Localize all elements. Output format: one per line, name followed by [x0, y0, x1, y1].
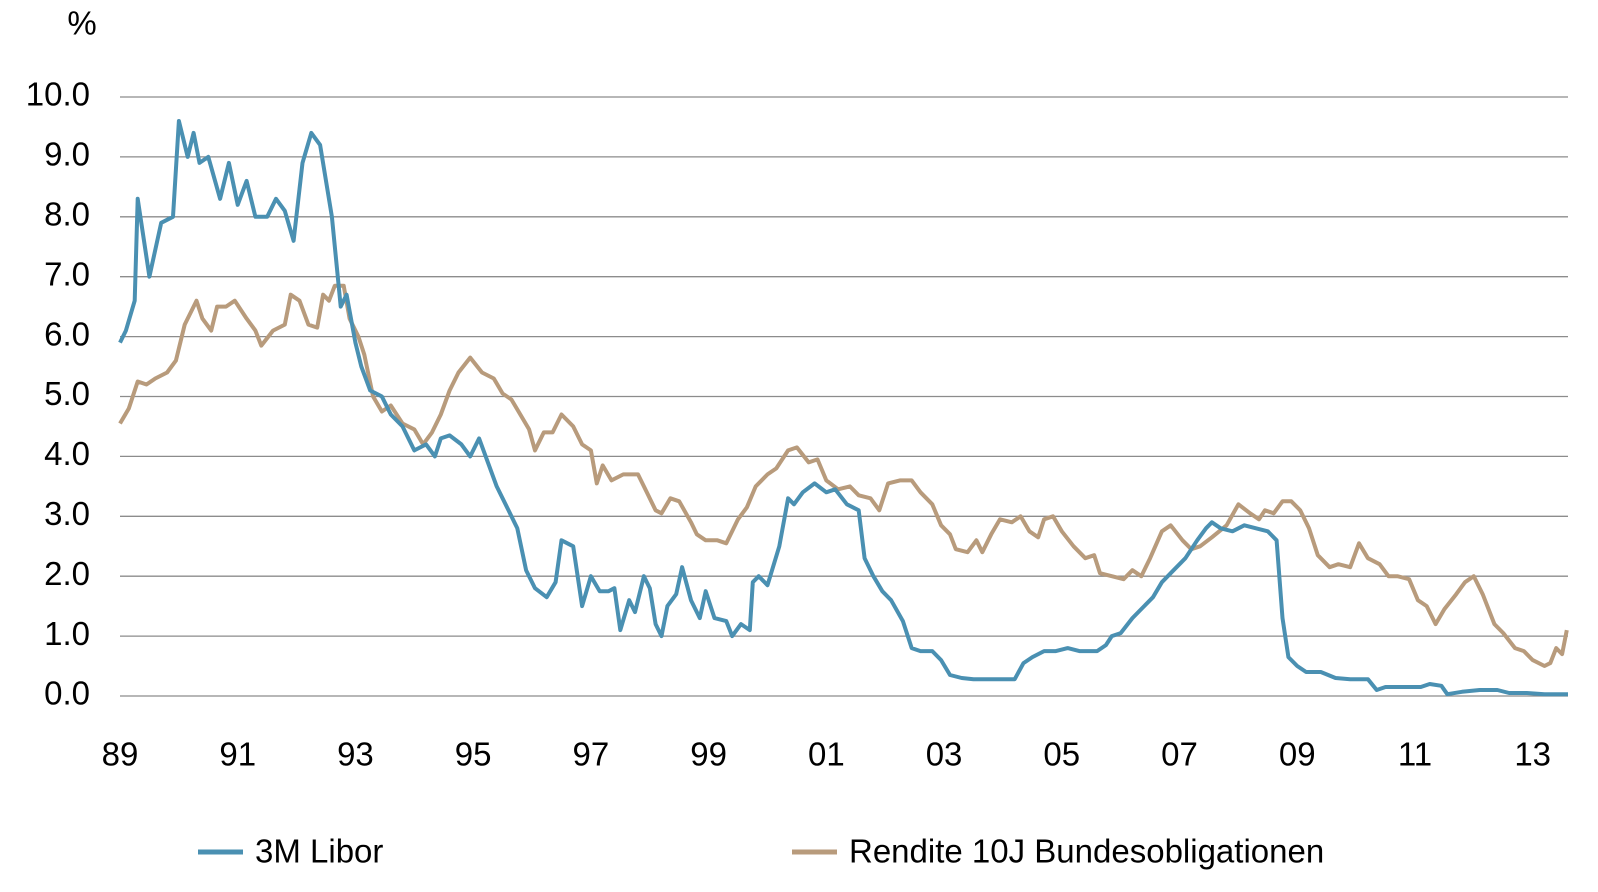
- y-tick-label: 9.0: [44, 136, 90, 173]
- y-tick-label: 6.0: [44, 315, 90, 352]
- x-tick-label: 09: [1279, 736, 1316, 773]
- legend-label: 3M Libor: [255, 833, 383, 870]
- y-tick-label: 0.0: [44, 675, 90, 712]
- y-tick-label: 2.0: [44, 555, 90, 592]
- x-tick-label: 89: [102, 736, 139, 773]
- y-tick-label: 4.0: [44, 435, 90, 472]
- x-tick-label: 11: [1398, 736, 1432, 773]
- y-tick-label: 10.0: [26, 76, 90, 113]
- data-line: [118, 119, 1568, 697]
- y-tick-label: 7.0: [44, 255, 90, 292]
- x-tick-label: 05: [1043, 736, 1080, 773]
- x-tick-label: 07: [1161, 736, 1198, 773]
- y-tick-label: 5.0: [44, 375, 90, 412]
- x-tick-label: 03: [926, 736, 963, 773]
- x-tick-label: 01: [808, 736, 845, 773]
- legend-label: Rendite 10J Bundesobligationen: [849, 833, 1324, 870]
- y-axis-unit: %: [67, 5, 96, 42]
- y-tick-label: 8.0: [44, 196, 90, 233]
- x-tick-label: 97: [573, 736, 610, 773]
- x-tick-label: 91: [219, 736, 256, 773]
- x-tick-label: 95: [455, 736, 492, 773]
- y-tick-label: 3.0: [44, 495, 90, 532]
- x-tick-label: 99: [690, 736, 727, 773]
- x-tick-label: 13: [1514, 736, 1551, 773]
- x-tick-label: 93: [337, 736, 374, 773]
- y-tick-label: 1.0: [44, 615, 90, 652]
- data-line: [118, 283, 1569, 668]
